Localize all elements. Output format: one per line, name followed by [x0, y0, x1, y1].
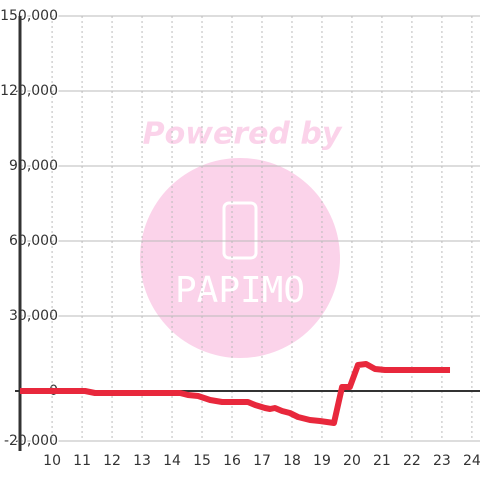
- y-tick-label: 60,000: [9, 233, 58, 249]
- y-tick-label: 150,000: [0, 8, 58, 24]
- watermark-logo: PAPIMO: [175, 270, 305, 311]
- x-tick-label: 19: [313, 453, 331, 469]
- x-tick-label: 13: [133, 453, 151, 469]
- x-tick-label: 23: [433, 453, 451, 469]
- x-tick-label: 15: [193, 453, 211, 469]
- x-tick-label: 11: [73, 453, 91, 469]
- y-tick-label: 90,000: [9, 158, 58, 174]
- y-tick-label: 30,000: [9, 308, 58, 324]
- x-tick-label: 24: [463, 453, 480, 469]
- watermark-text: Powered by: [143, 117, 343, 152]
- x-tick-label: 18: [283, 453, 301, 469]
- x-tick-label: 20: [343, 453, 361, 469]
- x-tick-label: 10: [43, 453, 61, 469]
- series-line: [20, 361, 451, 426]
- watermark-phone: [222, 201, 258, 260]
- y-tick-label: -20,000: [4, 433, 58, 449]
- x-tick-label: 22: [403, 453, 421, 469]
- x-tick-label: 16: [223, 453, 241, 469]
- x-tick-label: 17: [253, 453, 271, 469]
- x-tick-label: 14: [163, 453, 181, 469]
- x-tick-label: 21: [373, 453, 391, 469]
- y-tick-label: 120,000: [0, 83, 58, 99]
- x-tick-label: 12: [103, 453, 121, 469]
